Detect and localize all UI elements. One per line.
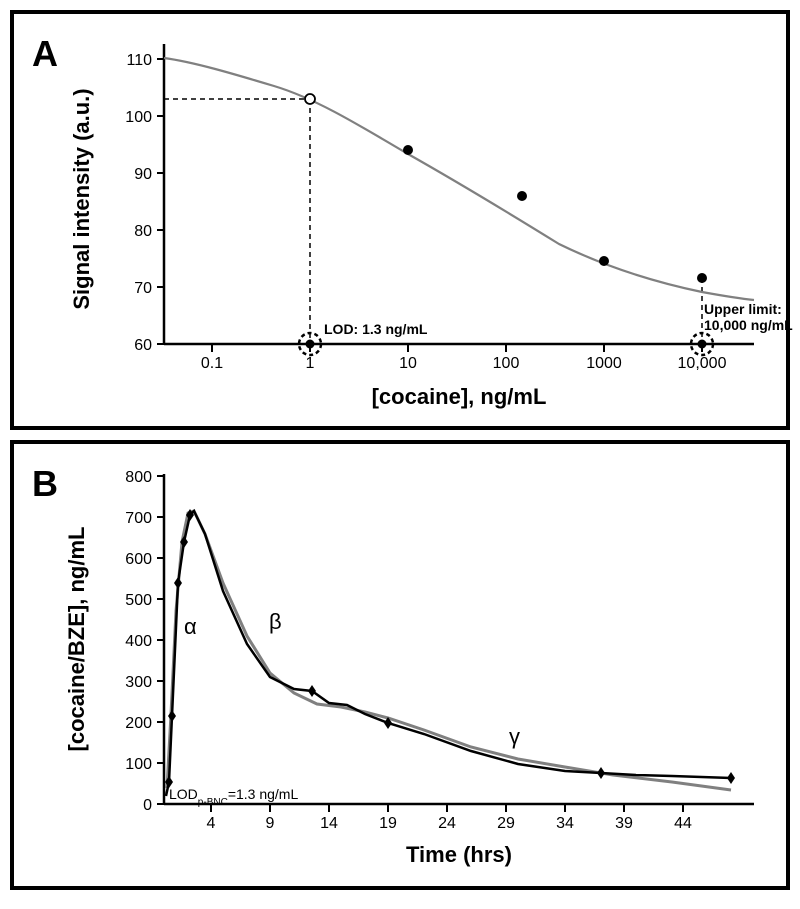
dashed-lines-a <box>164 99 702 344</box>
xtick-label: 44 <box>674 815 692 832</box>
ytick-label: 200 <box>125 715 152 732</box>
xtick-label: 9 <box>266 815 275 832</box>
data-marker <box>517 191 527 201</box>
y-ticks-a: 60 70 80 90 100 110 <box>125 52 164 354</box>
y-ticks-b: 0 100 200 300 400 500 600 700 800 <box>125 469 164 814</box>
data-marker <box>599 256 609 266</box>
xtick-label: 10 <box>399 355 417 372</box>
data-points-a <box>305 94 707 283</box>
xlabel-b: Time (hrs) <box>406 842 512 867</box>
xlabel-a: [cocaine], ng/mL <box>372 384 547 409</box>
ytick-label: 700 <box>125 510 152 527</box>
ytick-label: 70 <box>134 280 152 297</box>
xtick-label: 19 <box>379 815 397 832</box>
panel-a-plot: 60 70 80 90 100 110 0.1 1 10 100 1000 10… <box>69 44 793 409</box>
data-marker <box>403 145 413 155</box>
xtick-label: 34 <box>556 815 574 832</box>
panel-b-letter: B <box>32 463 58 504</box>
panel-b-svg: B 0 100 200 300 400 500 600 700 800 <box>14 444 794 894</box>
ytick-label: 80 <box>134 223 152 240</box>
lod-label: LOD: 1.3 ng/mL <box>324 321 428 337</box>
upper-label-1: Upper limit: <box>704 301 782 317</box>
xtick-label: 29 <box>497 815 515 832</box>
xtick-label: 24 <box>438 815 456 832</box>
ylabel-b: [cocaine/BZE], ng/mL <box>64 527 89 752</box>
ytick-label: 0 <box>143 797 152 814</box>
gamma-label: γ <box>509 724 520 749</box>
grey-curve-a <box>164 58 754 300</box>
beta-label: β <box>269 609 282 634</box>
ytick-label: 600 <box>125 551 152 568</box>
xtick-label: 14 <box>320 815 338 832</box>
xtick-label: 1000 <box>586 355 622 372</box>
panel-b: B 0 100 200 300 400 500 600 700 800 <box>10 440 790 890</box>
ylabel-a: Signal intensity (a.u.) <box>69 88 94 309</box>
ytick-label: 400 <box>125 633 152 650</box>
open-marker <box>305 94 315 104</box>
ytick-label: 300 <box>125 674 152 691</box>
panel-a: A 60 70 80 90 100 110 <box>10 10 790 430</box>
upper-marker: Upper limit: 10,000 ng/mL <box>691 301 793 355</box>
x-ticks-b: 4 9 14 19 24 29 34 39 44 <box>207 804 692 832</box>
ytick-label: 500 <box>125 592 152 609</box>
upper-label-2: 10,000 ng/mL <box>704 317 793 333</box>
panel-b-plot: 0 100 200 300 400 500 600 700 800 4 9 14… <box>64 469 754 867</box>
x-ticks-a: 0.1 1 10 100 1000 10,000 <box>201 344 727 372</box>
xtick-label: 1 <box>306 355 315 372</box>
xtick-label: 10,000 <box>678 355 727 372</box>
panel-a-letter: A <box>32 33 58 74</box>
ytick-label: 60 <box>134 337 152 354</box>
black-curve-b <box>166 511 731 796</box>
ytick-label: 800 <box>125 469 152 486</box>
ytick-label: 90 <box>134 166 152 183</box>
xtick-label: 39 <box>615 815 633 832</box>
alpha-label: α <box>184 614 197 639</box>
ytick-label: 100 <box>125 109 152 126</box>
xtick-label: 4 <box>207 815 216 832</box>
panel-a-svg: A 60 70 80 90 100 110 <box>14 14 794 434</box>
ytick-label: 100 <box>125 756 152 773</box>
figure-container: A 60 70 80 90 100 110 <box>0 0 800 909</box>
data-marker <box>697 273 707 283</box>
ytick-label: 110 <box>126 52 152 69</box>
xtick-label: 0.1 <box>201 355 223 372</box>
xtick-label: 100 <box>493 355 520 372</box>
